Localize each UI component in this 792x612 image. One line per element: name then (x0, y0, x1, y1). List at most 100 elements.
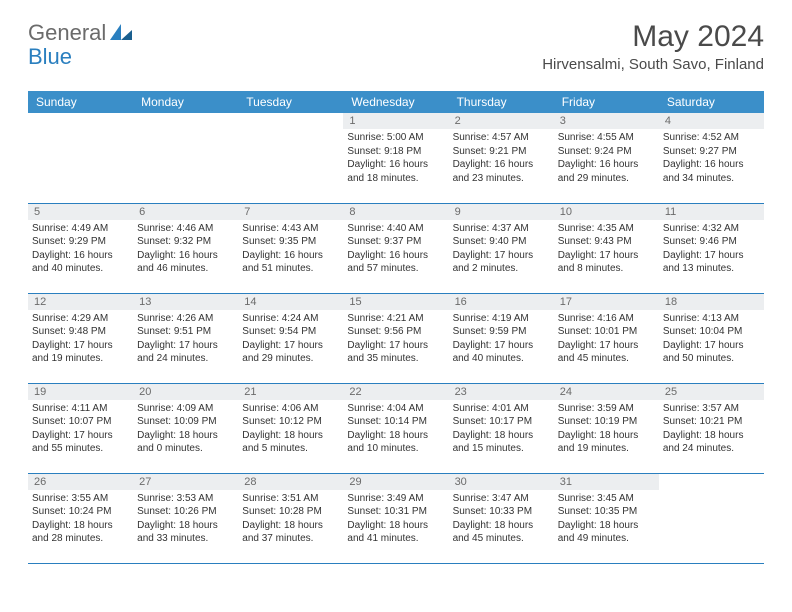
day-content: Sunrise: 4:37 AMSunset: 9:40 PMDaylight:… (449, 220, 554, 280)
sunrise-text: Sunrise: 4:24 AM (242, 312, 339, 326)
sunset-text: Sunset: 10:12 PM (242, 415, 339, 429)
calendar-day-cell: 4Sunrise: 4:52 AMSunset: 9:27 PMDaylight… (659, 113, 764, 203)
day-number: 26 (28, 474, 133, 490)
sunset-text: Sunset: 9:18 PM (347, 145, 444, 159)
calendar-day-cell: 2Sunrise: 4:57 AMSunset: 9:21 PMDaylight… (449, 113, 554, 203)
calendar-day-cell: 12Sunrise: 4:29 AMSunset: 9:48 PMDayligh… (28, 293, 133, 383)
calendar-week-row: 5Sunrise: 4:49 AMSunset: 9:29 PMDaylight… (28, 203, 764, 293)
daylight-text: Daylight: 16 hours and 29 minutes. (558, 158, 655, 185)
calendar-day-cell: 25Sunrise: 3:57 AMSunset: 10:21 PMDaylig… (659, 383, 764, 473)
sunset-text: Sunset: 9:27 PM (663, 145, 760, 159)
day-number: 14 (238, 294, 343, 310)
calendar-day-cell: 5Sunrise: 4:49 AMSunset: 9:29 PMDaylight… (28, 203, 133, 293)
sunrise-text: Sunrise: 3:59 AM (558, 402, 655, 416)
day-number: 27 (133, 474, 238, 490)
sunset-text: Sunset: 10:09 PM (137, 415, 234, 429)
day-content: Sunrise: 3:55 AMSunset: 10:24 PMDaylight… (28, 490, 133, 550)
daylight-text: Daylight: 17 hours and 24 minutes. (137, 339, 234, 366)
sunset-text: Sunset: 9:59 PM (453, 325, 550, 339)
sunset-text: Sunset: 9:29 PM (32, 235, 129, 249)
weekday-header: Tuesday (238, 91, 343, 113)
daylight-text: Daylight: 17 hours and 8 minutes. (558, 249, 655, 276)
daylight-text: Daylight: 16 hours and 34 minutes. (663, 158, 760, 185)
location: Hirvensalmi, South Savo, Finland (542, 56, 764, 73)
calendar-day-cell: 30Sunrise: 3:47 AMSunset: 10:33 PMDaylig… (449, 473, 554, 563)
day-number: 21 (238, 384, 343, 400)
calendar-day-cell: 9Sunrise: 4:37 AMSunset: 9:40 PMDaylight… (449, 203, 554, 293)
sunrise-text: Sunrise: 4:21 AM (347, 312, 444, 326)
calendar-header-row: SundayMondayTuesdayWednesdayThursdayFrid… (28, 91, 764, 113)
logo-blue-row: Blue (28, 44, 72, 70)
day-number: 1 (343, 113, 448, 129)
daylight-text: Daylight: 16 hours and 18 minutes. (347, 158, 444, 185)
day-number: 4 (659, 113, 764, 129)
sunset-text: Sunset: 10:04 PM (663, 325, 760, 339)
day-number: 15 (343, 294, 448, 310)
sunrise-text: Sunrise: 4:01 AM (453, 402, 550, 416)
calendar-day-cell: 16Sunrise: 4:19 AMSunset: 9:59 PMDayligh… (449, 293, 554, 383)
day-number: 18 (659, 294, 764, 310)
sunrise-text: Sunrise: 3:47 AM (453, 492, 550, 506)
day-content: Sunrise: 4:09 AMSunset: 10:09 PMDaylight… (133, 400, 238, 460)
day-number: 23 (449, 384, 554, 400)
daylight-text: Daylight: 18 hours and 0 minutes. (137, 429, 234, 456)
day-content: Sunrise: 4:52 AMSunset: 9:27 PMDaylight:… (659, 129, 764, 189)
calendar-day-cell (28, 113, 133, 203)
day-content: Sunrise: 4:32 AMSunset: 9:46 PMDaylight:… (659, 220, 764, 280)
day-number-empty (238, 113, 343, 129)
daylight-text: Daylight: 17 hours and 2 minutes. (453, 249, 550, 276)
sunset-text: Sunset: 9:54 PM (242, 325, 339, 339)
calendar-day-cell: 26Sunrise: 3:55 AMSunset: 10:24 PMDaylig… (28, 473, 133, 563)
sunset-text: Sunset: 9:46 PM (663, 235, 760, 249)
day-number-empty (133, 113, 238, 129)
daylight-text: Daylight: 16 hours and 57 minutes. (347, 249, 444, 276)
daylight-text: Daylight: 18 hours and 41 minutes. (347, 519, 444, 546)
day-number: 24 (554, 384, 659, 400)
day-content: Sunrise: 4:06 AMSunset: 10:12 PMDaylight… (238, 400, 343, 460)
day-number: 10 (554, 204, 659, 220)
sunset-text: Sunset: 10:31 PM (347, 505, 444, 519)
sunset-text: Sunset: 9:24 PM (558, 145, 655, 159)
calendar-day-cell: 6Sunrise: 4:46 AMSunset: 9:32 PMDaylight… (133, 203, 238, 293)
daylight-text: Daylight: 18 hours and 5 minutes. (242, 429, 339, 456)
logo-icon (110, 20, 132, 46)
sunset-text: Sunset: 9:40 PM (453, 235, 550, 249)
calendar-day-cell: 21Sunrise: 4:06 AMSunset: 10:12 PMDaylig… (238, 383, 343, 473)
day-content: Sunrise: 4:24 AMSunset: 9:54 PMDaylight:… (238, 310, 343, 370)
day-number: 19 (28, 384, 133, 400)
calendar-day-cell: 8Sunrise: 4:40 AMSunset: 9:37 PMDaylight… (343, 203, 448, 293)
daylight-text: Daylight: 17 hours and 40 minutes. (453, 339, 550, 366)
sunset-text: Sunset: 9:35 PM (242, 235, 339, 249)
calendar-week-row: 1Sunrise: 5:00 AMSunset: 9:18 PMDaylight… (28, 113, 764, 203)
day-number: 16 (449, 294, 554, 310)
logo-text-blue: Blue (28, 44, 72, 69)
day-content: Sunrise: 3:49 AMSunset: 10:31 PMDaylight… (343, 490, 448, 550)
daylight-text: Daylight: 16 hours and 51 minutes. (242, 249, 339, 276)
day-number: 29 (343, 474, 448, 490)
day-content: Sunrise: 3:47 AMSunset: 10:33 PMDaylight… (449, 490, 554, 550)
daylight-text: Daylight: 18 hours and 19 minutes. (558, 429, 655, 456)
daylight-text: Daylight: 18 hours and 45 minutes. (453, 519, 550, 546)
calendar-day-cell: 13Sunrise: 4:26 AMSunset: 9:51 PMDayligh… (133, 293, 238, 383)
sunrise-text: Sunrise: 4:52 AM (663, 131, 760, 145)
day-number: 9 (449, 204, 554, 220)
sunrise-text: Sunrise: 4:09 AM (137, 402, 234, 416)
day-number: 6 (133, 204, 238, 220)
header: General May 2024 Hirvensalmi, South Savo… (28, 20, 764, 73)
sunset-text: Sunset: 10:24 PM (32, 505, 129, 519)
day-number: 7 (238, 204, 343, 220)
sunrise-text: Sunrise: 4:43 AM (242, 222, 339, 236)
sunrise-text: Sunrise: 4:49 AM (32, 222, 129, 236)
calendar-day-cell: 23Sunrise: 4:01 AMSunset: 10:17 PMDaylig… (449, 383, 554, 473)
day-content: Sunrise: 4:49 AMSunset: 9:29 PMDaylight:… (28, 220, 133, 280)
title-block: May 2024 Hirvensalmi, South Savo, Finlan… (542, 20, 764, 73)
day-number: 17 (554, 294, 659, 310)
day-content: Sunrise: 3:51 AMSunset: 10:28 PMDaylight… (238, 490, 343, 550)
sunset-text: Sunset: 9:43 PM (558, 235, 655, 249)
day-number-empty (659, 474, 764, 490)
sunset-text: Sunset: 10:14 PM (347, 415, 444, 429)
sunset-text: Sunset: 9:37 PM (347, 235, 444, 249)
day-content: Sunrise: 3:53 AMSunset: 10:26 PMDaylight… (133, 490, 238, 550)
calendar-day-cell: 11Sunrise: 4:32 AMSunset: 9:46 PMDayligh… (659, 203, 764, 293)
daylight-text: Daylight: 17 hours and 13 minutes. (663, 249, 760, 276)
